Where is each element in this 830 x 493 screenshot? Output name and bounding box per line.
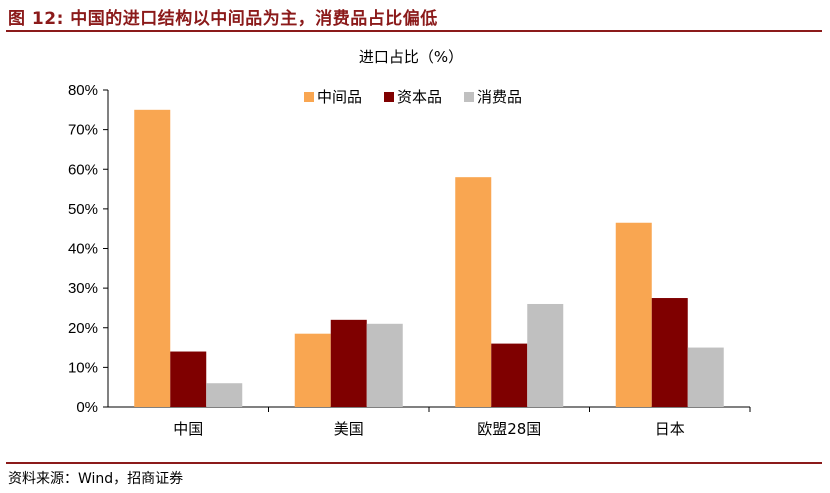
y-tick-label: 10% bbox=[68, 359, 98, 376]
source-note: 资料来源：Wind，招商证券 bbox=[8, 471, 184, 487]
legend-label: 资本品 bbox=[397, 88, 442, 106]
x-tick-label: 日本 bbox=[655, 420, 685, 438]
bar bbox=[455, 177, 492, 407]
x-tick-label: 欧盟28国 bbox=[477, 420, 541, 438]
bars bbox=[134, 109, 724, 407]
bar bbox=[134, 109, 171, 407]
bar bbox=[366, 323, 403, 407]
y-tick-label: 70% bbox=[68, 122, 98, 139]
bar bbox=[615, 222, 652, 407]
y-tick-label: 80% bbox=[68, 82, 98, 99]
y-tick-label: 0% bbox=[76, 399, 98, 416]
y-tick-label: 30% bbox=[68, 280, 98, 297]
bar bbox=[491, 343, 528, 407]
figure-title: 图 12: 中国的进口结构以中间品为主，消费品占比偏低 bbox=[8, 9, 438, 29]
y-tick-label: 50% bbox=[68, 201, 98, 218]
title-rule bbox=[6, 30, 822, 32]
axes: 0% 10% 20% 30% 40% 50% 60% 70% 80% 中国 美国 欧盟28国 日本 bbox=[68, 82, 751, 438]
bar bbox=[527, 303, 564, 407]
legend-label: 消费品 bbox=[477, 88, 522, 106]
bottom-rule bbox=[6, 462, 822, 464]
bar bbox=[687, 347, 724, 407]
legend-swatch bbox=[464, 92, 474, 102]
x-tick-label: 美国 bbox=[334, 420, 364, 438]
chart-title: 进口占比（%） bbox=[359, 48, 463, 66]
y-tick-label: 20% bbox=[68, 320, 98, 337]
legend-swatch bbox=[304, 92, 314, 102]
bar bbox=[651, 298, 688, 407]
legend-swatch bbox=[384, 92, 394, 102]
legend: 中间品 资本品 消费品 bbox=[304, 88, 522, 106]
bar bbox=[206, 383, 243, 407]
bar bbox=[330, 319, 367, 407]
y-tick-label: 60% bbox=[68, 161, 98, 178]
bar bbox=[294, 333, 331, 407]
bar bbox=[170, 351, 207, 407]
y-tick-label: 40% bbox=[68, 241, 98, 258]
legend-label: 中间品 bbox=[317, 88, 362, 106]
x-tick-label: 中国 bbox=[173, 420, 203, 438]
